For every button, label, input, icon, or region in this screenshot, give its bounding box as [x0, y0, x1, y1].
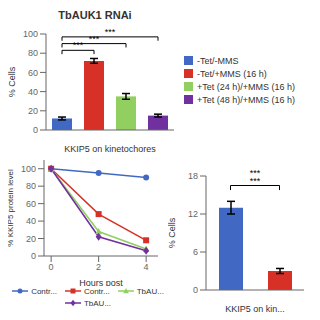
svg-text:***: ***	[250, 168, 261, 178]
html-text:TbAU...: TbAU...	[136, 286, 164, 296]
svg-text:KKIP5 on kinetochores: KKIP5 on kinetochores	[64, 144, 156, 152]
svg-text:18: 18	[188, 171, 198, 181]
svg-text:20: 20	[28, 106, 38, 116]
html-text:TbAU...: TbAU...	[83, 298, 112, 308]
svg-text:100: 100	[23, 29, 38, 39]
svg-text:% Cells: % Cells	[168, 217, 177, 248]
svg-text:40: 40	[28, 87, 38, 97]
svg-text:0: 0	[33, 125, 38, 135]
svg-text:60: 60	[26, 199, 36, 209]
svg-text:0: 0	[49, 262, 54, 272]
html-text:Contr...: Contr...	[31, 286, 57, 296]
svg-text:***: ***	[105, 27, 116, 37]
html-text:+Tet (24 h)/+MMS (16 h): +Tet (24 h)/+MMS (16 h)	[197, 81, 295, 92]
svg-text:0: 0	[193, 285, 198, 295]
svg-text:% Cells: % Cells	[8, 66, 17, 97]
svg-text:4: 4	[144, 262, 149, 272]
svg-text:***: ***	[89, 34, 100, 44]
svg-text:60: 60	[28, 68, 38, 78]
svg-text:80: 80	[26, 181, 36, 191]
svg-text:100: 100	[21, 164, 36, 174]
html-text:Contr...: Contr...	[83, 286, 110, 296]
svg-text:40: 40	[26, 216, 36, 226]
svg-text:Hours post: Hours post	[79, 278, 123, 286]
svg-text:12: 12	[188, 209, 198, 219]
svg-text:2: 2	[96, 262, 101, 272]
svg-text:***: ***	[73, 40, 84, 50]
html-text:+Tet (48 h)/+MMS (16 h): +Tet (48 h)/+MMS (16 h)	[197, 94, 295, 105]
svg-text:20: 20	[26, 234, 36, 244]
html-text:-Tet/-MMS: -Tet/-MMS	[197, 55, 239, 66]
html-text:-Tet/+MMS (16 h): -Tet/+MMS (16 h)	[197, 68, 267, 79]
svg-text:KKIP5 on kin...: KKIP5 on kin...	[225, 304, 285, 312]
svg-text:0: 0	[31, 251, 36, 261]
html-text:TbAUK1 RNAi: TbAUK1 RNAi	[58, 9, 132, 21]
svg-text:6: 6	[193, 247, 198, 257]
svg-text:% KKIP5 protein level: % KKIP5 protein level	[8, 169, 15, 247]
svg-text:80: 80	[28, 48, 38, 58]
